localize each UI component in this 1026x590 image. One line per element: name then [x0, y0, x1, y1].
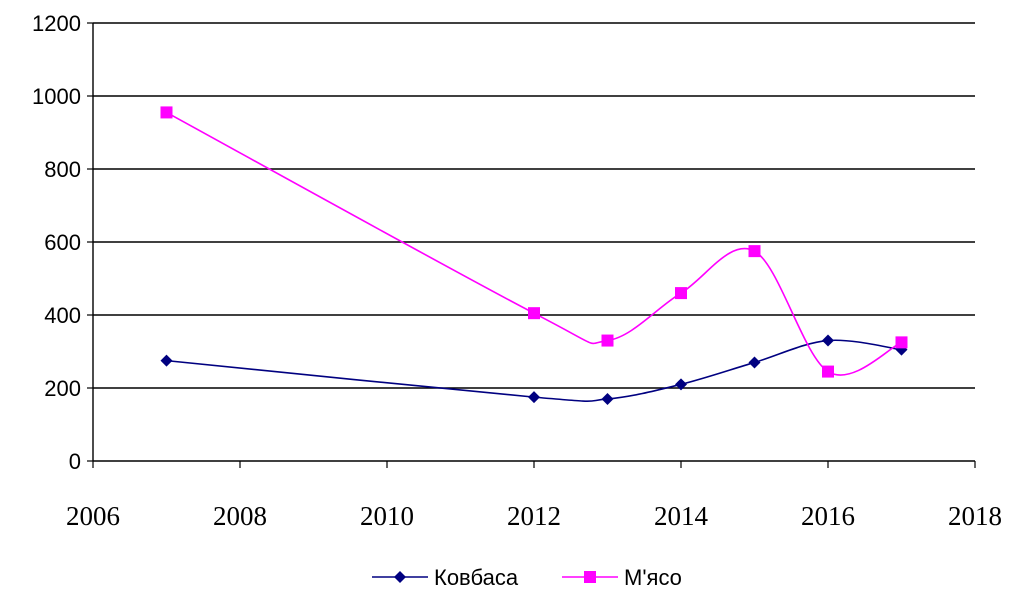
x-tick-label: 2014 — [654, 501, 709, 531]
data-point — [675, 378, 687, 391]
x-tick-label: 2016 — [801, 501, 855, 531]
data-point — [601, 392, 614, 405]
data-point — [895, 336, 908, 349]
x-tick-label: 2010 — [360, 501, 414, 531]
y-tick-label: 1000 — [32, 84, 81, 109]
y-tick-label: 800 — [44, 157, 81, 182]
x-tick-label: 2008 — [213, 501, 267, 531]
data-point — [822, 334, 834, 347]
data-point — [675, 287, 687, 300]
x-tick-label: 2018 — [948, 501, 1002, 531]
data-point — [748, 245, 761, 258]
x-tick-labels: 2006 2008 2010 2012 2014 2016 2018 — [66, 501, 1002, 531]
data-point — [822, 365, 834, 378]
series-markers — [160, 106, 908, 405]
y-tick-label: 1200 — [32, 11, 81, 36]
series-line-1 — [166, 111, 902, 376]
data-point — [748, 356, 761, 369]
legend-marker-kovbasa — [394, 571, 406, 583]
legend-marker-myaso — [584, 571, 596, 583]
series-lines — [166, 111, 902, 403]
legend-label-myaso: М'ясо — [624, 565, 682, 590]
x-tick-label: 2006 — [66, 501, 120, 531]
axes — [87, 22, 976, 468]
data-point — [160, 106, 173, 119]
y-tick-label: 0 — [69, 449, 81, 474]
data-point — [528, 307, 540, 320]
data-point — [601, 334, 614, 347]
legend: Ковбаса М'ясо — [372, 565, 682, 590]
y-tick-label: 600 — [44, 230, 81, 255]
y-tick-label: 400 — [44, 303, 81, 328]
series-line-0 — [166, 339, 902, 403]
data-point — [160, 354, 173, 367]
data-point — [528, 391, 540, 404]
y-tick-label: 200 — [44, 376, 81, 401]
grid-lines — [93, 22, 975, 389]
x-tick-label: 2012 — [507, 501, 561, 531]
legend-label-kovbasa: Ковбаса — [434, 565, 519, 590]
y-tick-labels: 0 200 400 600 800 1000 1200 — [32, 11, 81, 474]
